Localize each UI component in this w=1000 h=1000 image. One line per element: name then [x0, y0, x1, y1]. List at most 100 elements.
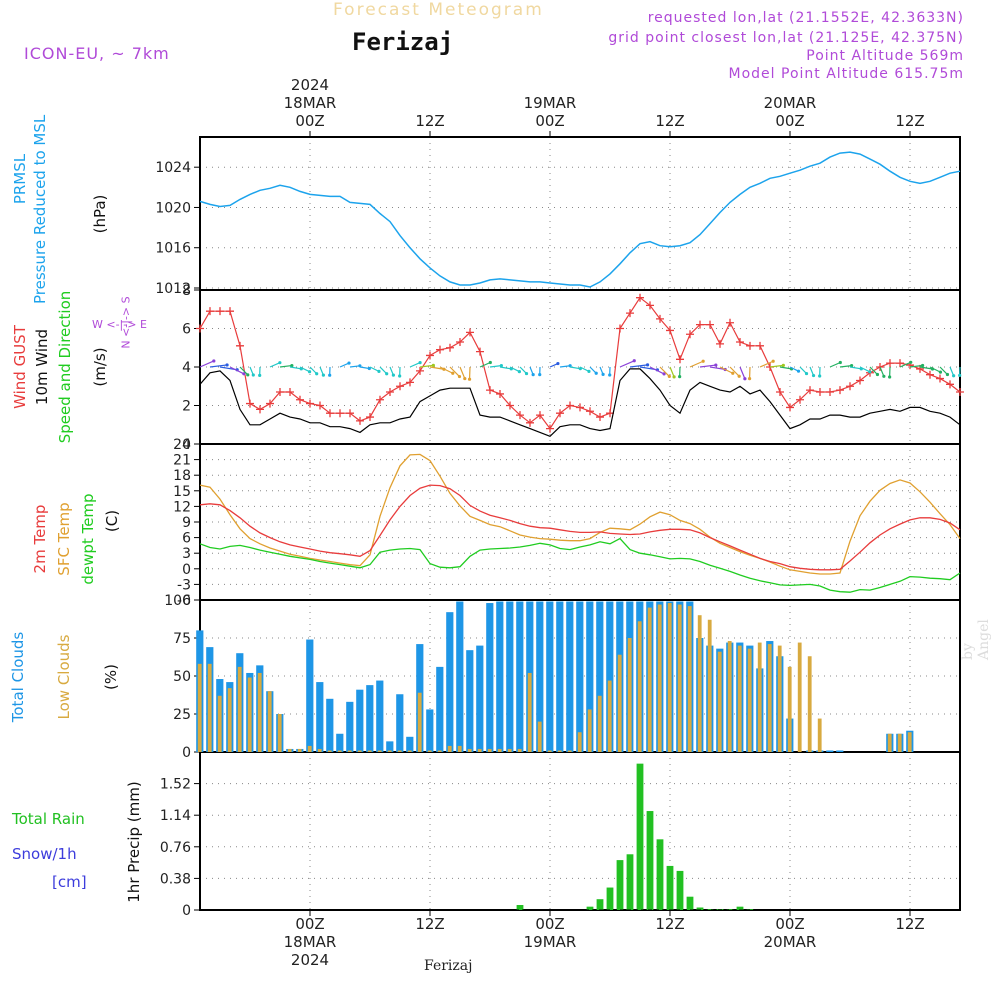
precip-bar	[646, 811, 654, 910]
low-cloud-bar	[637, 621, 642, 752]
watermark: by Angel	[960, 619, 992, 660]
chart-tick-labels: 101210161020102402468-6-3036912151821240…	[155, 76, 924, 969]
precip-bar	[676, 870, 684, 910]
y-tick-label: 12	[173, 499, 191, 515]
low-cloud-bar	[737, 645, 742, 752]
gust-marker	[626, 309, 634, 318]
y-tick-label: 0	[182, 745, 191, 761]
wind-arrow	[929, 366, 941, 373]
wind-arrow-head	[882, 374, 886, 378]
rain-label: Total Rain	[12, 810, 85, 828]
low-cloud-bar	[337, 750, 342, 752]
wind-arrow-head	[781, 363, 785, 367]
wind-arrow-head	[945, 372, 950, 377]
low-cloud-bar	[697, 615, 702, 752]
wind-dir-label: Speed and Direction	[56, 290, 74, 444]
low-cloud-bar	[657, 604, 662, 752]
gust-marker	[556, 409, 564, 418]
gust-marker	[566, 401, 574, 410]
gust-marker	[436, 345, 444, 354]
low-cloud-bar	[727, 641, 732, 752]
bottom-time-label: 2024	[291, 951, 329, 969]
low-cloud-bar	[597, 695, 602, 752]
wind-arrow	[619, 360, 635, 368]
gust-marker	[206, 307, 214, 316]
low-cloud-bar	[247, 677, 252, 752]
precip-bar	[736, 906, 744, 910]
y-tick-label: 25	[173, 707, 191, 723]
gust-marker	[216, 307, 224, 316]
wind-label: 10m Wind	[33, 328, 51, 406]
gust-marker	[736, 337, 744, 346]
panel-frame	[199, 136, 961, 291]
bottom-time-label: 00Z	[535, 915, 564, 933]
bottom-time-label: 19MAR	[524, 933, 577, 951]
gust-marker	[926, 370, 934, 379]
top-time-label: 00Z	[775, 112, 804, 130]
top-time-label: 2024	[291, 76, 329, 94]
wind-arrow-head	[645, 363, 650, 367]
total-clouds-label: Total Clouds	[9, 631, 27, 723]
gust-marker	[486, 386, 494, 395]
gust-marker	[576, 403, 584, 412]
low-cloud-bar	[787, 666, 792, 752]
wind-arrow-head	[258, 373, 262, 377]
total-cloud-bar	[446, 612, 454, 752]
low-cloud-bar	[647, 607, 652, 752]
low-cloud-bar	[377, 750, 382, 752]
wind-arrow	[729, 366, 740, 377]
wind-arrow	[269, 362, 281, 368]
gust-marker	[666, 326, 674, 335]
top-time-label: 00Z	[295, 112, 324, 130]
gust-marker	[756, 341, 764, 350]
wind-arrow-head	[672, 375, 676, 379]
bottom-time-label: 20MAR	[764, 933, 817, 951]
y-tick-label: 1.52	[160, 777, 191, 793]
low-cloud-bar	[307, 745, 312, 752]
wind-arrow-head	[418, 360, 422, 365]
wind-arrow-head	[538, 372, 542, 377]
temp-unit: (C)	[103, 509, 121, 533]
wind-arrow	[419, 364, 434, 368]
location-name: Ferizaj	[352, 28, 454, 56]
wind-arrow	[759, 360, 774, 368]
wind-arrow-head	[921, 363, 925, 368]
wind-arrow-head	[488, 360, 492, 365]
gust-marker	[246, 399, 254, 408]
wind-arrow-head	[246, 373, 250, 377]
wind-arrow	[289, 366, 302, 370]
wind-arrow-head	[731, 371, 735, 375]
chart-title: Forecast Meteogram	[333, 0, 544, 20]
pressure-label-name: PRMSL	[11, 153, 29, 205]
bottom-time-label: 00Z	[295, 915, 324, 933]
wind-arrow	[839, 364, 852, 368]
wind-arrow	[459, 366, 466, 379]
y-tick-label: 9	[182, 515, 191, 531]
low-cloud-bar	[687, 606, 692, 752]
wind-arrow-head	[307, 370, 312, 374]
wind-arrow-head	[556, 361, 560, 366]
gust-marker	[336, 409, 344, 418]
precip-bar	[726, 909, 734, 910]
gust-marker	[836, 386, 844, 395]
gust-marker	[686, 330, 694, 339]
gust-marker	[476, 347, 484, 356]
wind-arrow	[199, 360, 215, 368]
wind-arrow-head	[328, 373, 332, 377]
gust-marker	[726, 318, 734, 327]
wind-arrow	[299, 366, 310, 373]
gust-marker	[386, 388, 394, 397]
total-cloud-bar	[316, 682, 324, 752]
low-cloud-bar	[747, 648, 752, 752]
wind-arrow	[689, 360, 704, 368]
wind-arrow-head	[818, 374, 822, 378]
pressure-line	[199, 151, 961, 288]
gust-label: Wind GUST	[11, 325, 29, 409]
low-cloud-bar	[817, 718, 822, 752]
low-cloud-bar	[457, 745, 462, 752]
low-cloud-bar	[317, 748, 322, 752]
wind-arrow	[369, 366, 380, 372]
y-tick-label: 15	[173, 484, 191, 500]
wind-arrow-head	[850, 363, 854, 368]
gust-marker	[956, 388, 964, 397]
